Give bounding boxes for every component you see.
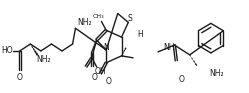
- Text: N: N: [103, 44, 109, 52]
- Text: OH: OH: [95, 67, 106, 76]
- Text: O: O: [92, 73, 98, 82]
- Text: O: O: [105, 77, 111, 86]
- Text: NH₂: NH₂: [36, 55, 51, 64]
- Text: NH₂: NH₂: [77, 18, 92, 27]
- Text: NH: NH: [163, 44, 174, 52]
- Text: O: O: [17, 73, 23, 82]
- Text: NH₂: NH₂: [209, 69, 224, 78]
- Text: O: O: [178, 75, 184, 84]
- Text: H: H: [137, 30, 143, 39]
- Text: S: S: [128, 14, 132, 23]
- Text: CH₃: CH₃: [93, 14, 104, 19]
- Text: HO: HO: [1, 46, 13, 55]
